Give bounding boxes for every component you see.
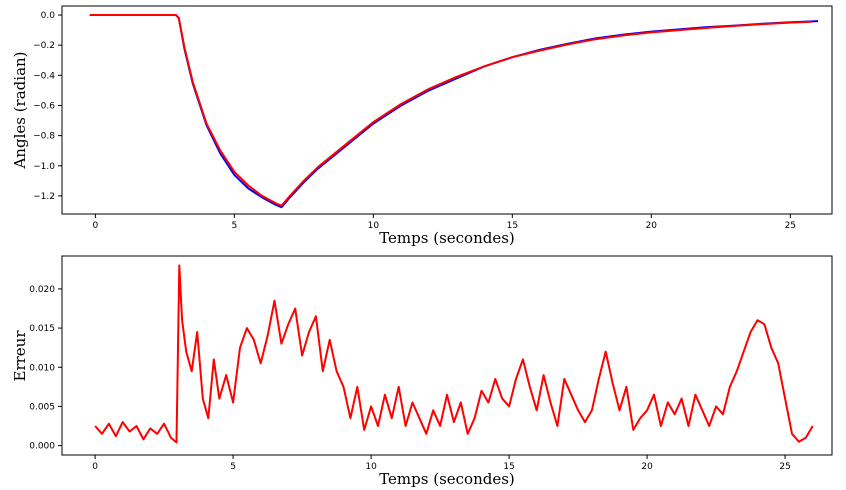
- bottom-x-tick-label: 5: [230, 462, 236, 472]
- top-x-tick-label: 15: [507, 221, 518, 231]
- bottom-y-tick-label: 0.005: [29, 402, 55, 412]
- top-x-tick-label: 0: [92, 221, 98, 231]
- top-series-line-1: [89, 14, 813, 207]
- top-y-axis-label: Angles (radian): [11, 51, 29, 169]
- top-y-tick-label: −0.8: [33, 132, 55, 142]
- bottom-y-axis-label: Erreur: [11, 330, 29, 382]
- top-y-tick-label: 0.0: [41, 11, 56, 21]
- top-y-tick-label: −0.6: [33, 101, 55, 111]
- top-x-tick-label: 25: [785, 221, 796, 231]
- top-x-tick-label: 10: [368, 221, 380, 231]
- bottom-y-tick-label: 0.020: [29, 285, 55, 295]
- top-x-tick-label: 20: [646, 221, 658, 231]
- bottom-x-tick-label: 15: [503, 462, 514, 472]
- top-y-tick-label: −0.2: [33, 41, 55, 51]
- bottom-y-tick-label: 0.010: [29, 363, 55, 373]
- top-y-tick-label: −1.0: [33, 162, 55, 172]
- top-plot-frame: [61, 5, 833, 215]
- bottom-x-tick-label: 10: [365, 462, 377, 472]
- bottom-series-line-0: [94, 264, 814, 444]
- top-y-tick-label: −0.4: [33, 71, 55, 81]
- bottom-x-tick-label: 25: [779, 462, 790, 472]
- top-y-tick-label: −1.2: [33, 192, 55, 202]
- bottom-y-tick-label: 0.015: [29, 324, 55, 334]
- bottom-plot-frame: [61, 255, 833, 456]
- bottom-y-tick-label: 0.000: [29, 442, 55, 452]
- bottom-x-tick-label: 20: [641, 462, 653, 472]
- top-x-tick-label: 5: [231, 221, 237, 231]
- bottom-x-tick-label: 0: [92, 462, 98, 472]
- top-x-axis-label: Temps (secondes): [379, 229, 515, 247]
- top-series-line-0: [89, 14, 819, 209]
- bottom-x-axis-label: Temps (secondes): [379, 470, 515, 488]
